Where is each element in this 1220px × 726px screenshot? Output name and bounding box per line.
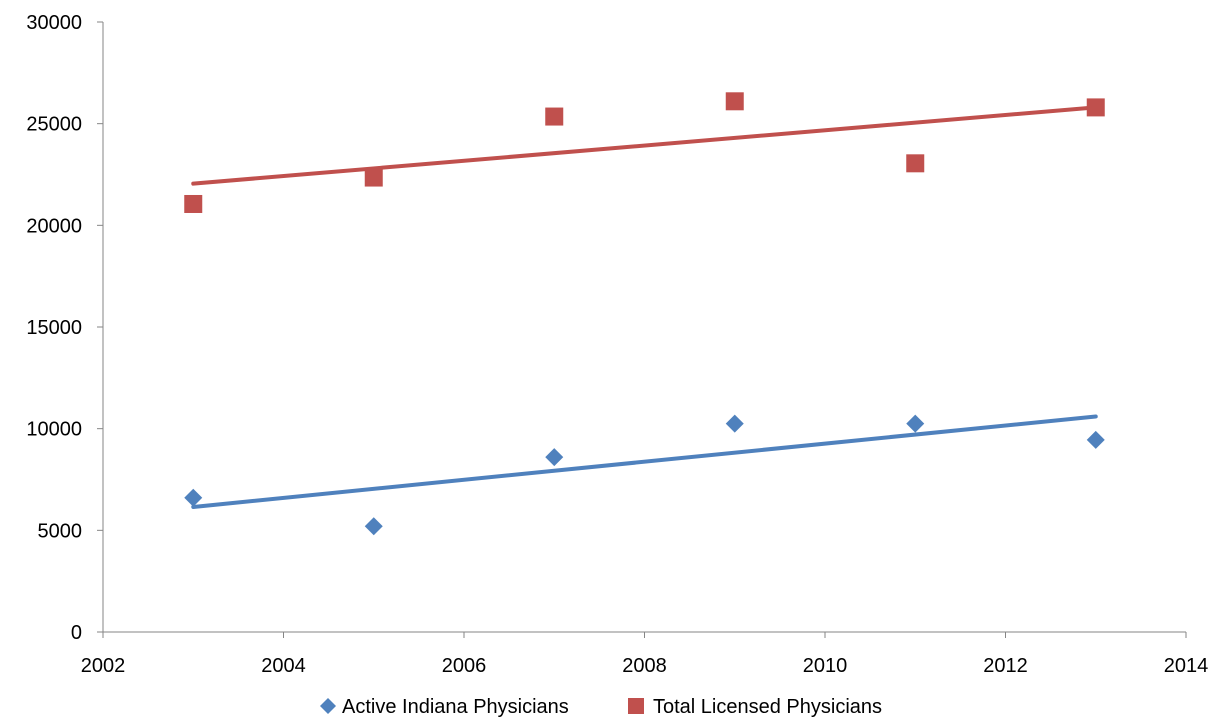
y-tick-label: 0 xyxy=(71,622,82,644)
x-tick-label: 2002 xyxy=(81,655,126,677)
x-tick-label: 2006 xyxy=(442,655,487,677)
active-physicians-point xyxy=(545,448,564,467)
y-tick-label: 15000 xyxy=(26,317,82,339)
x-tick-label: 2010 xyxy=(803,655,848,677)
y-tick-label: 20000 xyxy=(26,215,82,237)
active-physicians-point xyxy=(184,488,203,507)
y-tick-label: 5000 xyxy=(38,520,83,542)
active-physicians-point xyxy=(725,414,744,433)
x-tick-label: 2012 xyxy=(983,655,1028,677)
axes: 0 5000 10000 15000 20000 25000 30000 2002 2004 20… xyxy=(26,12,1208,677)
trendlines xyxy=(191,105,1098,509)
licensed-physicians-point xyxy=(364,168,383,187)
licensed-physicians-point xyxy=(725,92,744,111)
legend-marker-diamond xyxy=(320,698,336,714)
active-physicians-point xyxy=(364,517,383,536)
x-tick-label: 2004 xyxy=(261,655,306,677)
x-tick-label: 2014 xyxy=(1164,655,1209,677)
licensed-physicians-point xyxy=(1086,98,1105,117)
data-points xyxy=(184,92,1105,536)
legend-label: Total Licensed Physicians xyxy=(653,696,882,718)
legend-label: Active Indiana Physicians xyxy=(342,696,569,718)
legend: Active Indiana Physicians Total Licensed … xyxy=(320,696,882,718)
legend-marker-square xyxy=(628,698,644,714)
licensed-physicians-point xyxy=(906,154,925,173)
y-tick-label: 10000 xyxy=(26,419,82,441)
active-physicians-point xyxy=(906,414,925,433)
active-physicians-point xyxy=(1086,430,1105,449)
trendline xyxy=(191,414,1098,509)
x-tick-label: 2008 xyxy=(622,655,667,677)
trendline xyxy=(191,105,1098,186)
y-tick-label: 30000 xyxy=(26,12,82,34)
y-tick-label: 25000 xyxy=(26,114,82,136)
licensed-physicians-point xyxy=(545,107,564,126)
licensed-physicians-point xyxy=(184,194,203,213)
